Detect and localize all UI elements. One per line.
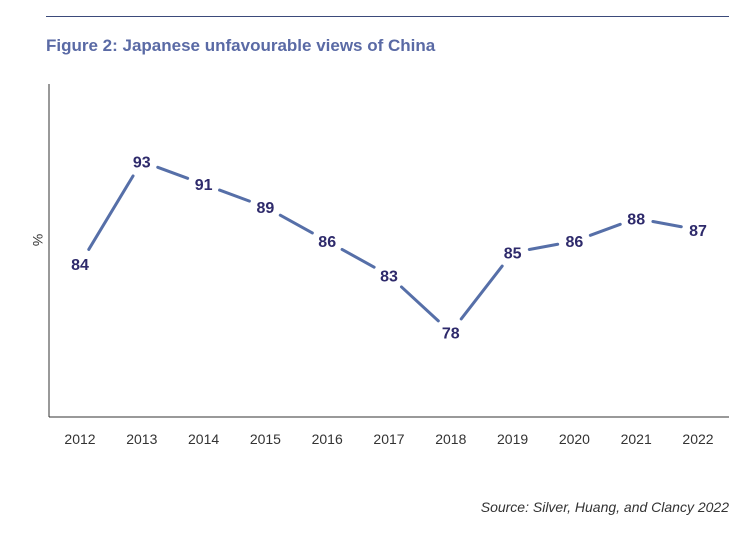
data-label: 89: [257, 200, 275, 217]
data-label: 83: [380, 268, 398, 285]
data-label: 78: [442, 325, 460, 342]
x-tick-label: 2020: [559, 431, 590, 447]
source-note: Source: Silver, Huang, and Clancy 2022: [480, 499, 729, 515]
x-tick-label: 2012: [64, 431, 95, 447]
data-label: 85: [504, 246, 522, 263]
x-tick-label: 2019: [497, 431, 528, 447]
data-label: 86: [566, 234, 584, 251]
x-tick-label: 2021: [621, 431, 652, 447]
data-label: 91: [195, 177, 213, 194]
series-line-segment: [651, 219, 683, 229]
data-label: 93: [133, 154, 151, 171]
y-axis-label: %: [30, 234, 46, 246]
series-line-segment: [527, 242, 560, 252]
top-rule: [46, 16, 729, 17]
series-line-segment: [588, 222, 622, 237]
x-tick-label: 2016: [312, 431, 343, 447]
data-label: 88: [627, 211, 645, 228]
series-line-segment: [399, 285, 440, 323]
x-tick-label: 2018: [435, 431, 466, 447]
series-line-segment: [459, 264, 504, 321]
series-line-segment: [340, 247, 376, 269]
series-line-segment: [278, 213, 314, 235]
chart-title: Figure 2: Japanese unfavourable views of…: [46, 36, 436, 55]
x-tick-label: 2013: [126, 431, 157, 447]
x-tick-label: 2014: [188, 431, 219, 447]
series-line-segment: [218, 188, 251, 203]
data-label: 87: [689, 223, 707, 240]
x-tick-label: 2022: [682, 431, 713, 447]
data-label: 86: [318, 234, 336, 251]
data-label: 84: [71, 257, 89, 274]
x-tick-label: 2015: [250, 431, 281, 447]
x-tick-label: 2017: [373, 431, 404, 447]
series-line-segment: [156, 165, 190, 180]
series-line-segment: [87, 174, 135, 251]
